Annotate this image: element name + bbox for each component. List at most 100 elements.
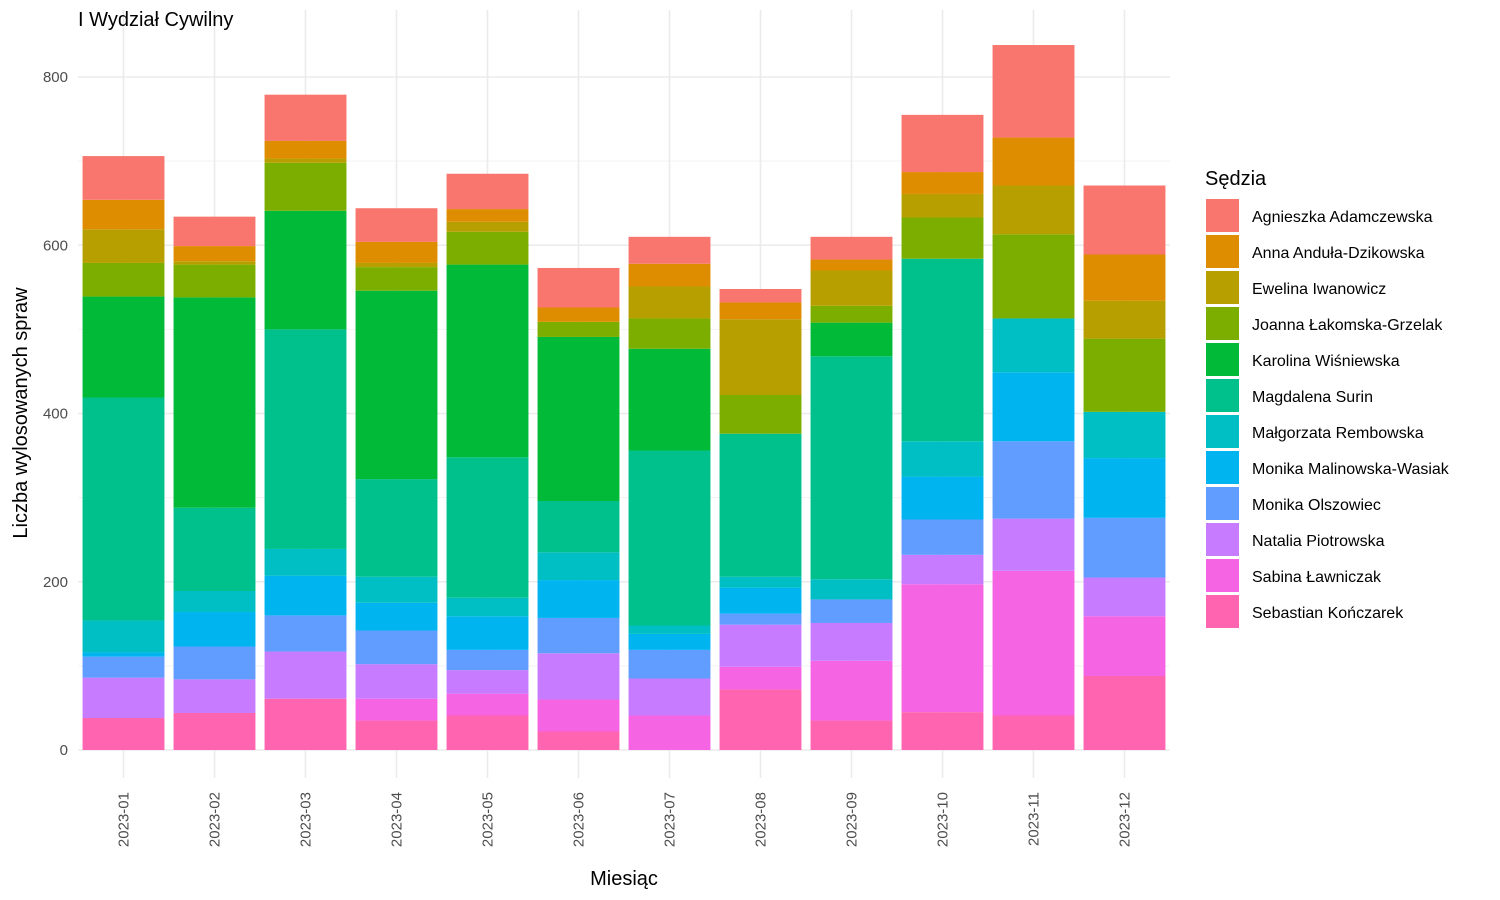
bar-segment	[1083, 185, 1166, 255]
bar-segment	[628, 236, 711, 264]
legend-swatch	[1206, 415, 1239, 448]
bar-segment	[992, 441, 1075, 519]
bar-segment	[719, 587, 802, 614]
x-tick-label: 2023-05	[480, 792, 497, 847]
bar-segment	[173, 297, 256, 508]
bar-segment	[1083, 458, 1166, 518]
bar-segment	[810, 236, 893, 260]
bar-segment	[1083, 411, 1166, 459]
bar-segment	[537, 500, 620, 553]
bar-segment	[992, 372, 1075, 442]
legend-label: Anna Anduła-Dzikowska	[1252, 245, 1425, 262]
bar-segment	[537, 267, 620, 308]
bar-segment	[264, 210, 347, 330]
bar-segment	[82, 262, 165, 297]
bar-segment	[810, 622, 893, 661]
legend-swatch	[1206, 199, 1239, 232]
bar-segment	[992, 45, 1075, 138]
legend-label: Monika Malinowska-Wasiak	[1252, 461, 1450, 478]
bar-segment	[901, 584, 984, 713]
x-tick-label: 2023-04	[389, 792, 406, 847]
bar-segment	[82, 652, 165, 657]
bar-segment	[264, 651, 347, 699]
legend-swatch	[1206, 451, 1239, 484]
bar-segment	[264, 575, 347, 616]
y-tick-label: 400	[43, 406, 68, 423]
bar-segment	[446, 173, 529, 210]
legend-label: Sabina Ławniczak	[1252, 569, 1382, 586]
bar-segment	[264, 162, 347, 211]
bar-segment	[628, 348, 711, 451]
bar-segment	[810, 720, 893, 750]
x-tick-label: 2023-06	[571, 792, 588, 847]
bar-segment	[82, 718, 165, 750]
legend-swatch	[1206, 523, 1239, 556]
bar-segment	[537, 321, 620, 337]
bar-segment	[992, 234, 1075, 319]
x-axis-title: Miesiąc	[590, 868, 658, 890]
bar-segment	[537, 580, 620, 618]
bar-segment	[901, 258, 984, 442]
legend-label: Małgorzata Rembowska	[1252, 425, 1424, 442]
bar-segment	[173, 261, 256, 265]
bar-segment	[628, 625, 711, 634]
bar-segment	[992, 570, 1075, 716]
bar-segment	[810, 259, 893, 271]
bar-segment	[82, 677, 165, 719]
bar-segment	[82, 296, 165, 398]
bar-segment	[173, 591, 256, 613]
y-tick-label: 600	[43, 237, 68, 254]
bar-segment	[537, 617, 620, 654]
legend-swatch	[1206, 235, 1239, 268]
bar-segment	[264, 140, 347, 159]
bar-segment	[355, 664, 438, 699]
bar-segment	[810, 270, 893, 306]
bar-segment	[810, 305, 893, 323]
legend-swatch	[1206, 271, 1239, 304]
x-axis-ticks: 2023-01 2023-02 2023-03 2023-04 2023-05 2023-…	[116, 792, 1134, 847]
x-tick-label: 2023-01	[116, 792, 133, 847]
bar-segment	[446, 597, 529, 617]
bars	[82, 45, 1166, 750]
bar-segment	[446, 616, 529, 650]
bar-segment	[446, 649, 529, 671]
legend-swatch	[1206, 559, 1239, 592]
y-axis-ticks: 0 200 400 600 800	[43, 69, 68, 759]
bar-segment	[810, 356, 893, 580]
bar-segment	[810, 579, 893, 600]
bar-segment	[355, 241, 438, 263]
bar-segment	[901, 554, 984, 585]
bar-segment	[537, 552, 620, 581]
bar-segment	[173, 264, 256, 298]
legend-swatch	[1206, 595, 1239, 628]
bar-segment	[446, 715, 529, 750]
bar-segment	[628, 715, 711, 750]
bar-segment	[719, 576, 802, 588]
bar-segment	[1083, 577, 1166, 617]
y-tick-label: 0	[60, 742, 68, 759]
bar-segment	[173, 246, 256, 262]
bar-segment	[901, 172, 984, 194]
bar-segment	[810, 599, 893, 623]
bar-segment	[355, 262, 438, 268]
x-tick-label: 2023-12	[1117, 792, 1134, 847]
bar-segment	[355, 208, 438, 242]
bar-segment	[719, 302, 802, 320]
bar-segment	[82, 156, 165, 200]
bar-segment	[1083, 338, 1166, 412]
x-tick-label: 2023-03	[298, 792, 315, 847]
legend-title: Sędzia	[1205, 168, 1267, 190]
bar-segment	[355, 720, 438, 750]
bar-segment	[355, 479, 438, 577]
bar-segment	[901, 519, 984, 555]
x-tick-label: 2023-10	[935, 792, 952, 847]
bar-segment	[992, 318, 1075, 373]
bar-segment	[82, 229, 165, 263]
bar-segment	[264, 615, 347, 652]
legend: Sędzia Agnieszka Adamczewska Anna Anduła-…	[1205, 168, 1450, 628]
bar-segment	[355, 602, 438, 631]
x-tick-label: 2023-08	[753, 792, 770, 847]
bar-segment	[82, 656, 165, 678]
legend-label: Monika Olszowiec	[1252, 497, 1381, 514]
bar-segment	[992, 715, 1075, 750]
